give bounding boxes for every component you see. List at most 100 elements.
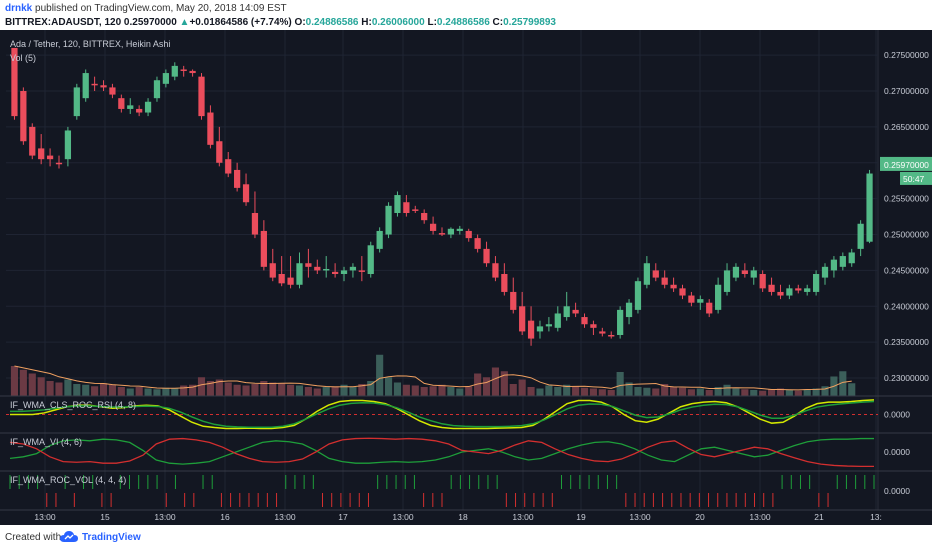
tradingview-brand[interactable]: TradingView bbox=[82, 532, 141, 543]
candle-body bbox=[171, 65, 178, 77]
vi-minus-line bbox=[9, 437, 874, 468]
time-tick-label: 13:00 bbox=[512, 512, 534, 522]
candle-body bbox=[162, 73, 169, 84]
candle-body bbox=[287, 277, 294, 285]
volume-bar bbox=[37, 377, 45, 396]
volume-bar bbox=[465, 386, 473, 396]
volume-bar bbox=[652, 388, 660, 396]
candle-body bbox=[812, 274, 820, 292]
candle-body bbox=[670, 284, 677, 289]
volume-bar bbox=[687, 389, 695, 396]
candle-body bbox=[679, 288, 686, 296]
candle-body bbox=[706, 302, 713, 314]
volume-bar bbox=[322, 387, 330, 396]
candle-body bbox=[376, 230, 383, 249]
volume-bar bbox=[616, 372, 624, 396]
candle-body bbox=[269, 263, 276, 278]
candle-body bbox=[510, 291, 517, 310]
high-value: 0.26006000 bbox=[371, 17, 425, 28]
volume-bar bbox=[821, 386, 829, 396]
price-tick-label: 0.27000000 bbox=[884, 86, 929, 96]
close-label: C: bbox=[492, 17, 504, 28]
up-arrow-icon: ▲ bbox=[179, 17, 190, 28]
volume-bar bbox=[46, 381, 54, 396]
volume-bar bbox=[411, 385, 419, 396]
vi-axis-label: 0.0000 bbox=[884, 447, 910, 457]
candle-body bbox=[429, 223, 437, 231]
volume-bar bbox=[705, 390, 713, 396]
roc-vol-axis-label: 0.0000 bbox=[884, 486, 910, 496]
tradingview-cloud-icon[interactable] bbox=[60, 529, 78, 545]
candle-body bbox=[153, 80, 161, 99]
volume-bar bbox=[91, 386, 99, 396]
volume-bar bbox=[358, 384, 366, 396]
volume-bar bbox=[367, 381, 375, 396]
chart-area[interactable]: 0.275000000.270000000.265000000.26000000… bbox=[0, 30, 932, 525]
volume-bar bbox=[171, 388, 179, 396]
candle-body bbox=[563, 306, 570, 318]
candle-body bbox=[296, 263, 303, 285]
candle-body bbox=[225, 159, 232, 174]
time-tick-label: 13:00 bbox=[629, 512, 651, 522]
candle-body bbox=[759, 274, 766, 289]
candle-body bbox=[572, 309, 579, 314]
candle-body bbox=[848, 252, 855, 264]
candle-body bbox=[625, 302, 633, 318]
candle-body bbox=[750, 270, 757, 278]
volume-bar bbox=[491, 367, 500, 396]
volume-bar bbox=[741, 389, 749, 396]
candle-body bbox=[697, 299, 704, 303]
volume-bar bbox=[269, 382, 277, 396]
volume-bar bbox=[82, 384, 90, 396]
rsi-slow-line bbox=[10, 400, 875, 428]
candle-body bbox=[465, 230, 472, 239]
candle-body bbox=[144, 101, 152, 113]
close-value: 0.25799893 bbox=[503, 17, 556, 28]
volume-bar bbox=[206, 381, 214, 396]
volume-bar bbox=[812, 388, 820, 396]
volume-bar bbox=[714, 387, 722, 396]
volume-bar bbox=[474, 373, 482, 396]
candle-body bbox=[786, 288, 793, 296]
volume-bar bbox=[28, 373, 36, 396]
volume-bar bbox=[509, 384, 517, 396]
candle-body bbox=[11, 47, 18, 117]
candle-body bbox=[180, 69, 187, 71]
volume-bar bbox=[661, 384, 669, 396]
candle-body bbox=[394, 195, 401, 213]
volume-bar bbox=[420, 387, 428, 396]
candle-body bbox=[91, 83, 98, 86]
candle-body bbox=[251, 213, 259, 235]
author-link[interactable]: drnkk bbox=[5, 3, 33, 14]
price-tick-label: 0.23500000 bbox=[884, 337, 929, 347]
volume-bar bbox=[180, 385, 188, 396]
candle-body bbox=[688, 295, 695, 303]
candle-body bbox=[73, 87, 80, 117]
volume-bar bbox=[625, 382, 633, 396]
volume-bar bbox=[197, 377, 206, 396]
time-tick-label: 15 bbox=[100, 512, 110, 522]
volume-bar bbox=[295, 385, 304, 396]
price-tick-label: 0.24000000 bbox=[884, 301, 929, 311]
time-tick-label: 17 bbox=[338, 512, 348, 522]
chart-svg[interactable]: 0.275000000.270000000.265000000.26000000… bbox=[0, 30, 932, 525]
candle-body bbox=[839, 256, 846, 267]
candle-body bbox=[617, 309, 624, 335]
high-label: H: bbox=[361, 17, 372, 28]
candle-body bbox=[652, 270, 659, 278]
candle-body bbox=[207, 112, 214, 145]
candle-body bbox=[474, 238, 481, 249]
time-tick-label: 13:00 bbox=[34, 512, 56, 522]
volume-bar bbox=[331, 386, 339, 396]
time-tick-label: 13:00 bbox=[392, 512, 414, 522]
candle-body bbox=[127, 105, 134, 109]
last-price-tag-text: 0.25970000 bbox=[884, 160, 929, 170]
time-tick-label: 13:00 bbox=[749, 512, 771, 522]
candle-body bbox=[741, 270, 748, 274]
time-tick-label: 18 bbox=[458, 512, 468, 522]
footer-bar: Created with TradingView bbox=[0, 525, 932, 550]
countdown-tag-text: 50:47 bbox=[903, 174, 925, 184]
countdown-tag bbox=[900, 171, 932, 185]
volume-bar bbox=[304, 387, 312, 396]
candle-body bbox=[340, 270, 348, 274]
